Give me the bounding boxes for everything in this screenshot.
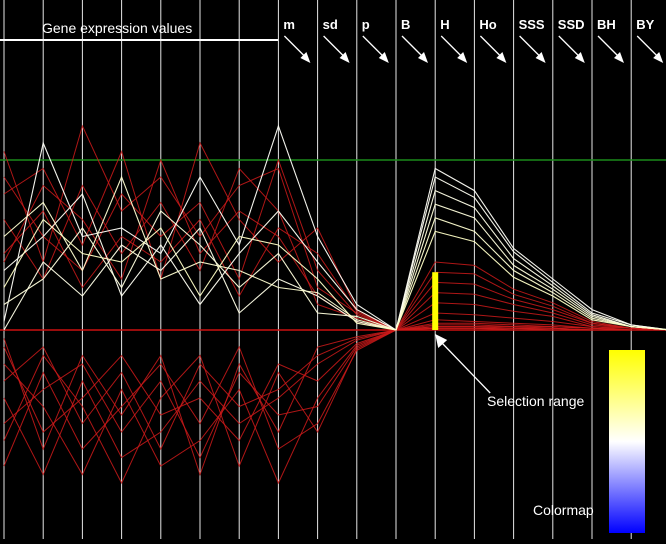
- selected-series-line: [3, 124, 666, 331]
- series-lines: [3, 124, 666, 485]
- selected-series-line: [3, 189, 666, 331]
- axis-label-by: BY: [636, 17, 654, 32]
- series-line: [3, 324, 666, 442]
- selected-series-line: [3, 176, 666, 331]
- colormap-legend: Colormap: [533, 350, 645, 533]
- series-line: [3, 124, 666, 331]
- axis-arrowhead-bh: [614, 52, 624, 63]
- axis-arrowhead-m: [300, 52, 311, 63]
- series-line: [3, 141, 666, 331]
- series-line: [3, 210, 666, 331]
- axis-arrowhead-h: [457, 52, 468, 63]
- axis-labels: m sd p B H Ho SSS SSD BH BY: [283, 17, 664, 63]
- selection-pointer-head: [435, 334, 448, 348]
- series-line: [3, 327, 666, 477]
- axis-label-b: B: [401, 17, 410, 32]
- overlay-group: Gene expression values: [0, 20, 278, 41]
- selection-range-bar[interactable]: [432, 272, 439, 330]
- axis-label-h: H: [440, 17, 449, 32]
- colormap-label: Colormap: [533, 502, 594, 518]
- axis-arrowhead-p: [378, 52, 389, 63]
- axis-arrowhead-sd: [339, 52, 350, 63]
- axis-label-ho: Ho: [479, 17, 496, 32]
- selected-series-line: [3, 175, 666, 331]
- series-line: [3, 158, 666, 331]
- axis-arrowhead-sss: [535, 52, 546, 63]
- series-line: [3, 327, 666, 485]
- axis-label-sss: SSS: [519, 17, 545, 32]
- axis-label-bh: BH: [597, 17, 616, 32]
- colormap-bar: [609, 350, 645, 533]
- axis-arrowhead-ssd: [574, 52, 585, 63]
- selection-pointer-line: [436, 337, 491, 394]
- axis-arrowhead-b: [418, 52, 428, 63]
- series-line: [3, 319, 666, 451]
- selected-series-line: [3, 218, 666, 331]
- axis-label-m: m: [283, 17, 295, 32]
- axis-label-ssd: SSD: [558, 17, 585, 32]
- axis-arrowhead-ho: [496, 52, 507, 63]
- series-line: [3, 167, 666, 331]
- axis-label-p: p: [362, 17, 370, 32]
- axis-arrowhead-by: [653, 52, 664, 63]
- selection-range-label: Selection range: [487, 393, 585, 409]
- selection-range-group[interactable]: Selection range: [432, 272, 585, 409]
- selected-series-line: [3, 203, 666, 331]
- axis-label-sd: sd: [323, 17, 338, 32]
- section-label: Gene expression values: [42, 20, 192, 36]
